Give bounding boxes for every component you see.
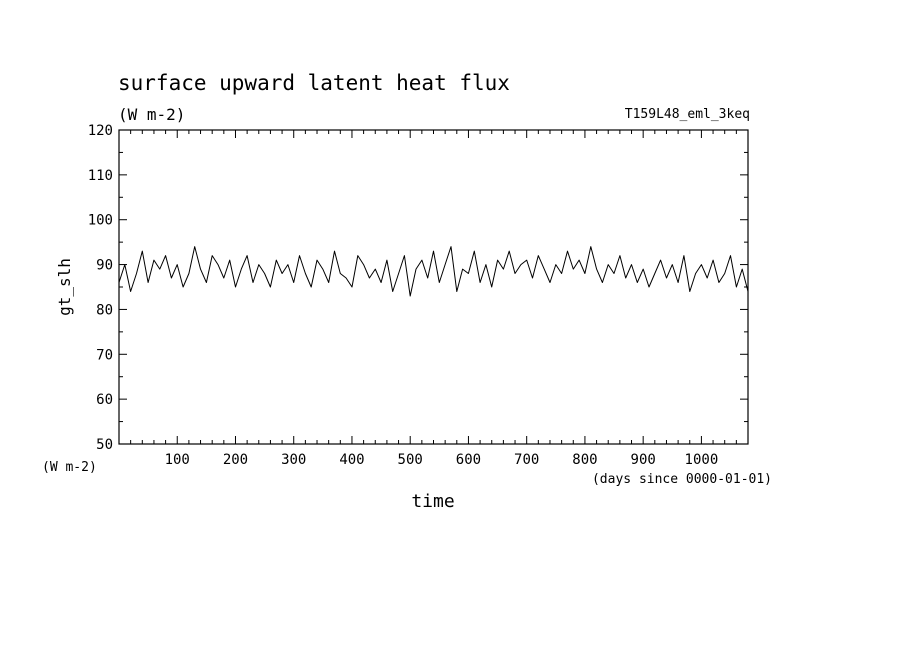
y-tick-label: 100 [88,213,113,229]
x-tick-label: 1000 [685,452,719,468]
y-tick-label: 70 [96,347,113,363]
x-tick-label: 900 [631,452,656,468]
x-unit-label: (days since 0000-01-01) [592,472,772,487]
x-tick-label: 400 [339,452,364,468]
x-tick-label: 500 [398,452,423,468]
plot-frame [118,129,749,445]
ticks-layer [119,129,748,445]
x-tick-label: 200 [223,452,248,468]
x-axis-label: time [411,491,454,512]
x-tick-label: 100 [165,452,190,468]
chart-subtitle: (W m-2) [118,105,185,124]
y-tick-label: 60 [96,392,113,408]
x-tick-label: 300 [281,452,306,468]
x-tick-label: 600 [456,452,481,468]
y-tick-label: 80 [96,302,113,318]
y-tick-label: 120 [88,123,113,139]
x-tick-label: 700 [514,452,539,468]
y-tick-label: 50 [96,437,113,453]
y-unit-label: (W m-2) [42,460,97,475]
labels-layer: 100 200 300 400 500 600 700 800 900 1000 50 60 70 80 9… [88,123,719,468]
series-layer [118,246,749,297]
run-label: T159L48_eml_3keq [625,107,750,122]
y-axis-label: gt_slh [55,258,74,316]
y-tick-label: 110 [88,168,113,184]
y-tick-label: 90 [96,258,113,274]
series-line [118,246,749,297]
chart-title: surface upward latent heat flux [118,71,510,95]
x-tick-label: 800 [572,452,597,468]
